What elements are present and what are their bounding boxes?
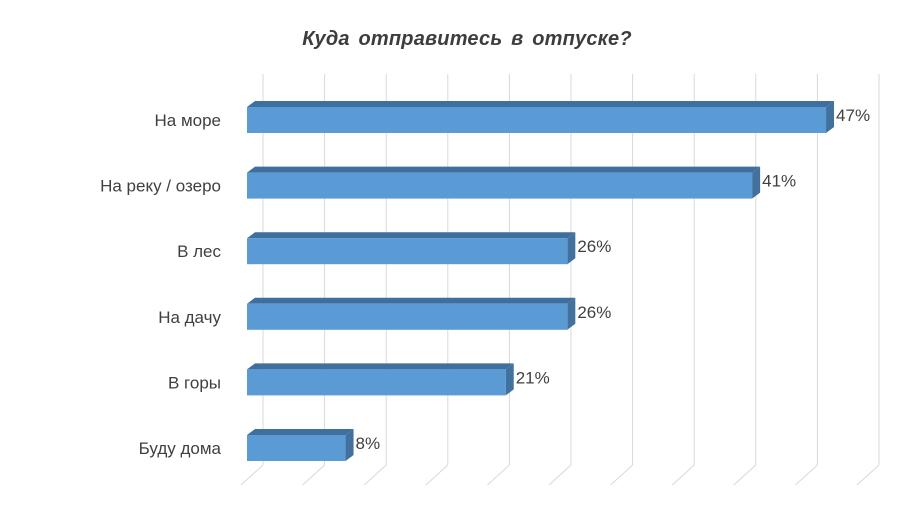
- data-label: 21%: [516, 368, 550, 387]
- floor-gridline: [240, 464, 264, 486]
- data-label: 26%: [577, 237, 611, 256]
- bar-side-face: [567, 232, 576, 265]
- bar-side-face: [345, 429, 354, 461]
- floor-gridline: [856, 464, 880, 486]
- bar: [247, 363, 514, 396]
- bar: [247, 101, 835, 133]
- floor-gridline: [733, 464, 757, 486]
- gridlines: [240, 74, 880, 486]
- bar-top-face: [247, 297, 576, 304]
- category-label: Буду дома: [139, 439, 222, 458]
- bar-front-face: [247, 369, 506, 396]
- bars: [247, 101, 835, 461]
- category-label: На дачу: [158, 308, 221, 327]
- bar-top-face: [247, 166, 761, 173]
- chart-title: Куда отправитесь в отпуске?: [302, 28, 632, 50]
- floor-gridline: [487, 464, 510, 486]
- bar-top-face: [247, 101, 835, 107]
- category-label: В горы: [168, 373, 221, 392]
- bar-side-face: [505, 363, 514, 396]
- bar-side-face: [567, 297, 576, 330]
- floor-gridline: [363, 464, 387, 486]
- category-label: На море: [154, 111, 221, 130]
- bar-front-face: [247, 435, 346, 461]
- bar-front-face: [247, 172, 753, 199]
- category-labels: На море На реку / озеро В лес На дачу В горы…: [100, 111, 221, 458]
- data-label: 41%: [762, 172, 796, 191]
- bar: [247, 429, 354, 461]
- bar-top-face: [247, 363, 514, 370]
- floor-gridline: [671, 464, 695, 486]
- bar-front-face: [247, 303, 568, 330]
- bar: [247, 232, 576, 265]
- category-label: На реку / озеро: [100, 177, 221, 196]
- bar-top-face: [247, 429, 354, 435]
- floor-gridline: [425, 464, 449, 486]
- bar: [247, 297, 576, 330]
- data-label: 26%: [577, 303, 611, 322]
- category-label: В лес: [177, 242, 221, 261]
- floor-gridline: [548, 464, 572, 486]
- bar-top-face: [247, 232, 576, 239]
- bar-side-face: [826, 101, 835, 133]
- bar-front-face: [247, 238, 568, 265]
- bar-side-face: [752, 166, 761, 199]
- bar: [247, 166, 761, 199]
- data-label: 8%: [356, 434, 381, 453]
- data-label: 47%: [836, 106, 870, 125]
- value-labels: 47% 41% 26% 26% 21% 8%: [356, 106, 871, 453]
- floor-gridline: [302, 464, 325, 486]
- bar-front-face: [247, 107, 827, 133]
- floor-gridline: [610, 464, 633, 486]
- floor-gridline: [795, 464, 818, 486]
